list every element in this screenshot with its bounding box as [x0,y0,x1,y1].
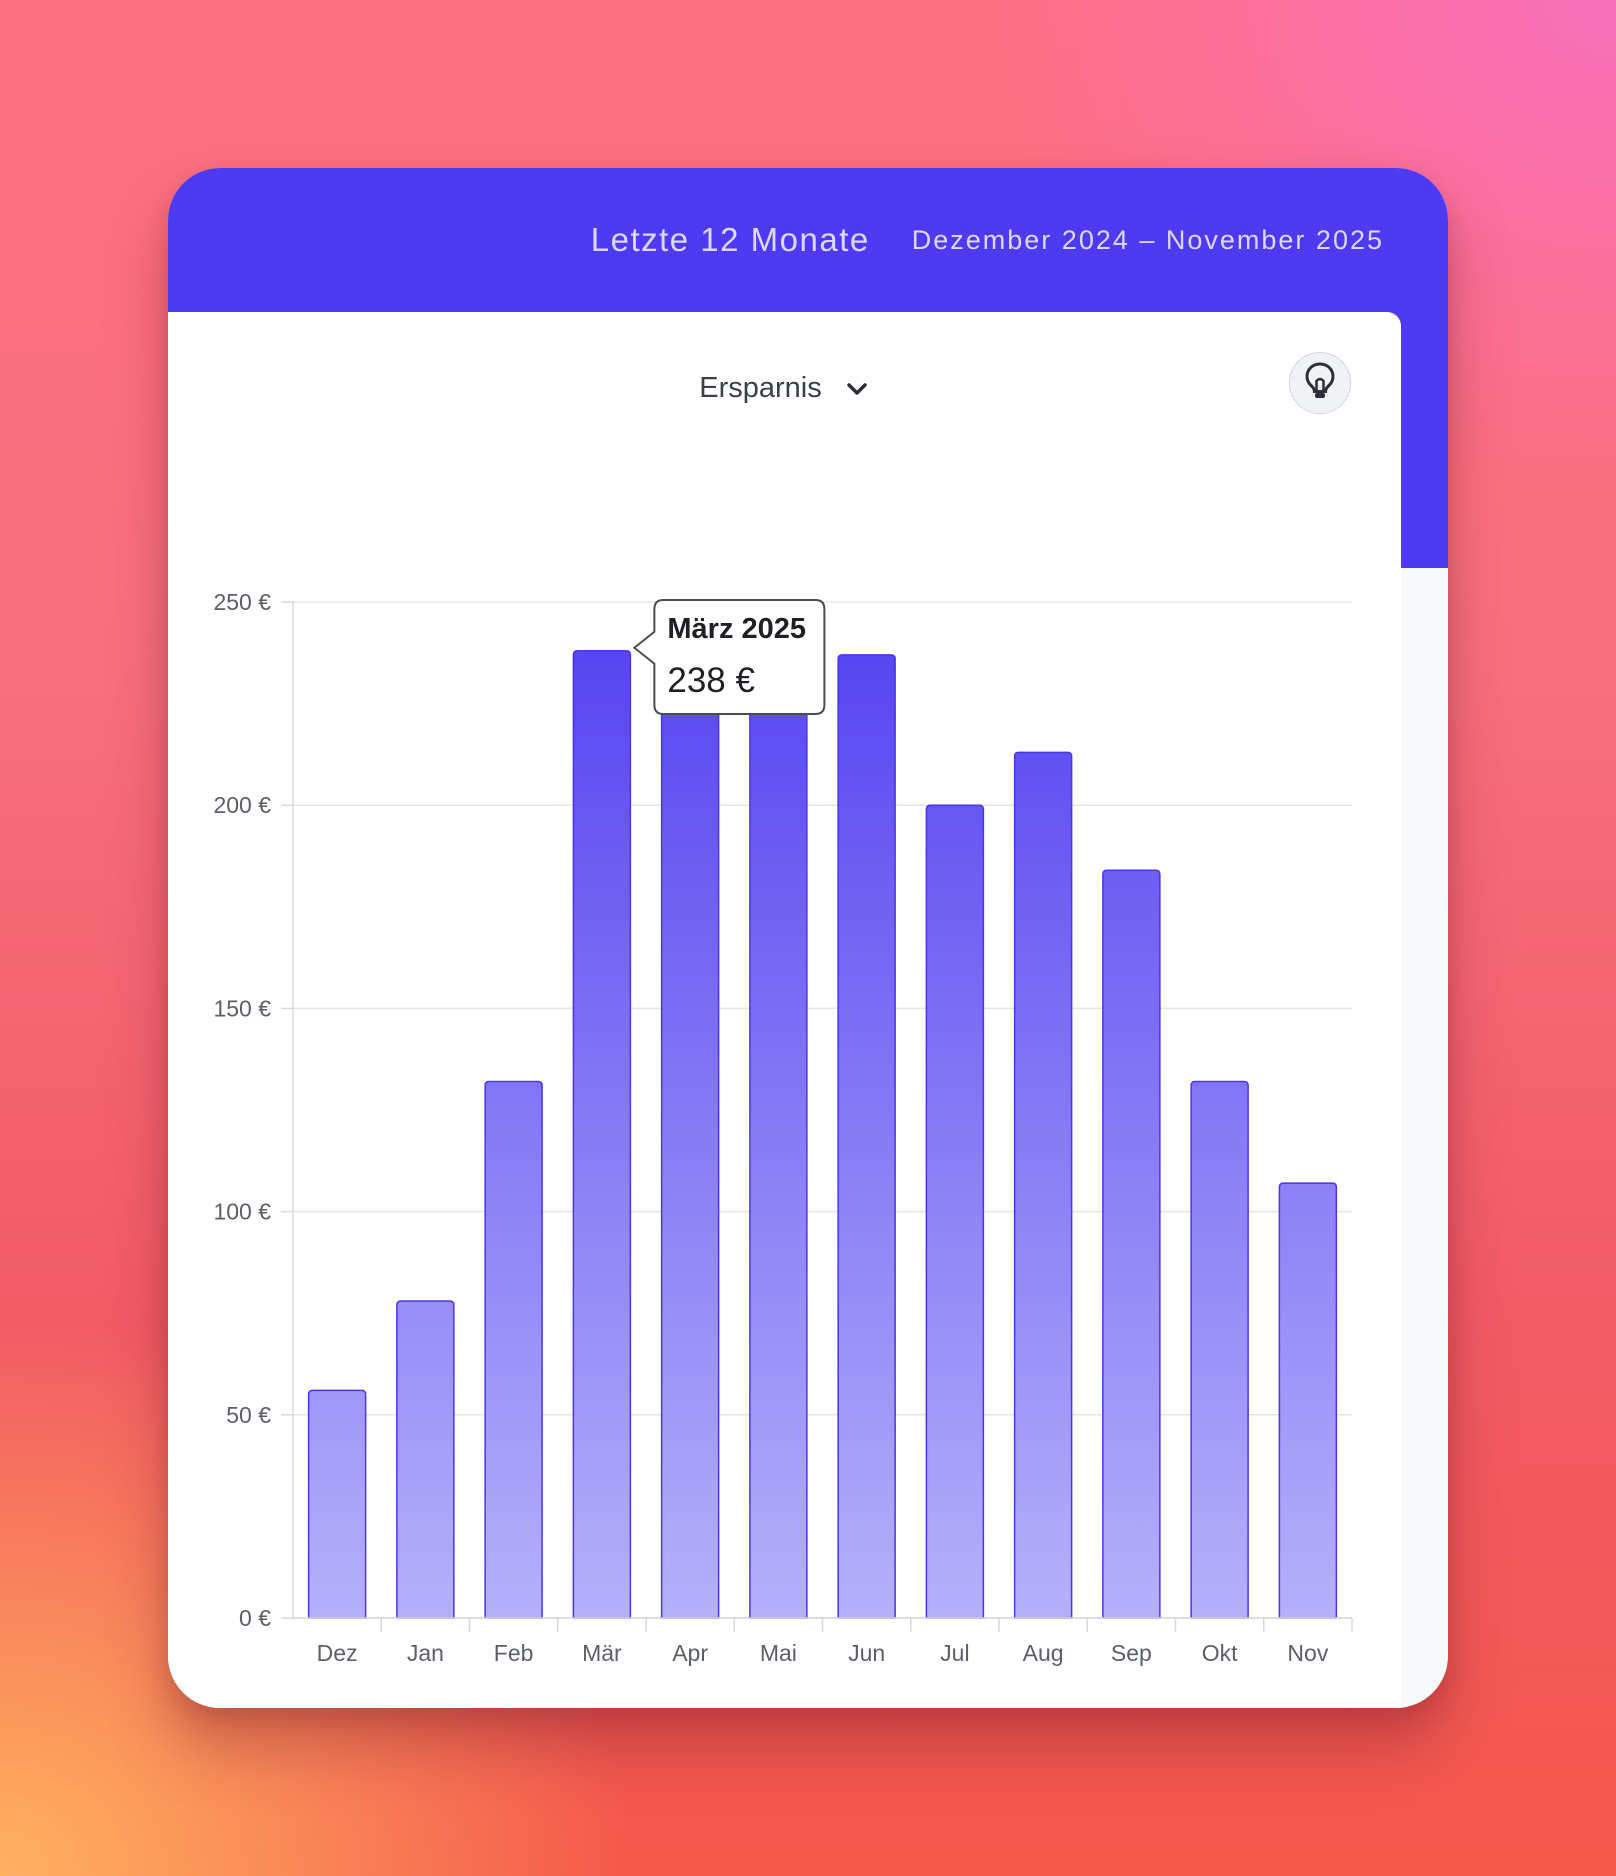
x-tick-label: Jul [940,1640,969,1666]
bar-Jul[interactable] [925,804,985,1619]
metric-selector[interactable]: Ersparnis [168,372,1401,405]
tips-button[interactable] [1289,352,1351,414]
bar-Mai[interactable] [749,641,808,1619]
y-tick-label: 50 € [226,1402,271,1428]
tooltip-title: März 2025 [667,613,806,645]
bar-Okt[interactable] [1190,1080,1249,1619]
metric-selector-label: Ersparnis [699,372,822,404]
y-tick-label: 0 € [239,1605,271,1631]
bar-Sep[interactable] [1102,869,1161,1619]
bar-Feb[interactable] [484,1080,543,1619]
x-tick-label: Mär [582,1640,622,1666]
bar-Mär[interactable] [572,650,632,1619]
x-tick-label: Apr [672,1640,708,1666]
axes: 0 € 50 € 100 € 150 € 200 € 250 € Dez Jan Feb Mär A… [213,589,1353,1666]
x-tick-label: Aug [1023,1640,1064,1666]
bar-Jan[interactable] [396,1300,455,1619]
chevron-down-icon [844,376,870,402]
bar-Dez[interactable] [307,1389,367,1619]
bars [307,633,1338,1619]
bar-Apr[interactable] [660,633,720,1619]
x-tick-label: Nov [1287,1640,1328,1666]
x-tick-label: Feb [494,1640,534,1666]
tooltip: März 2025 238 € [632,599,826,715]
bar-Nov[interactable] [1278,1182,1338,1619]
period-title: Letzte 12 Monate [590,221,870,258]
x-tick-label: Sep [1111,1640,1152,1666]
x-tick-label: Dez [317,1640,358,1666]
lightbulb-icon [1303,361,1337,406]
tooltip-box [632,599,826,715]
x-tick-label: Mai [760,1640,797,1666]
y-tick-label: 250 € [213,589,271,615]
tooltip-value: 238 € [667,661,755,700]
y-tick-label: 150 € [213,995,271,1021]
card-header: Letzte 12 Monate Dezember 2024 – Novembe… [168,168,1448,312]
savings-card: Letzte 12 Monate Dezember 2024 – Novembe… [168,168,1448,1708]
x-tick-label: Jan [407,1640,444,1666]
x-tick-label: Okt [1202,1640,1238,1666]
chart-panel: Ersparnis [168,312,1401,1708]
y-tick-label: 200 € [213,792,271,818]
savings-bar-chart: 0 € 50 € 100 € 150 € 200 € 250 € Dez Jan Feb Mär A… [213,589,1353,1666]
y-tick-label: 100 € [213,1199,271,1225]
period-range: Dezember 2024 – November 2025 [911,224,1384,255]
bar-Aug[interactable] [1013,751,1073,1619]
bar-Jun[interactable] [837,654,896,1619]
x-tick-label: Jun [848,1640,885,1666]
